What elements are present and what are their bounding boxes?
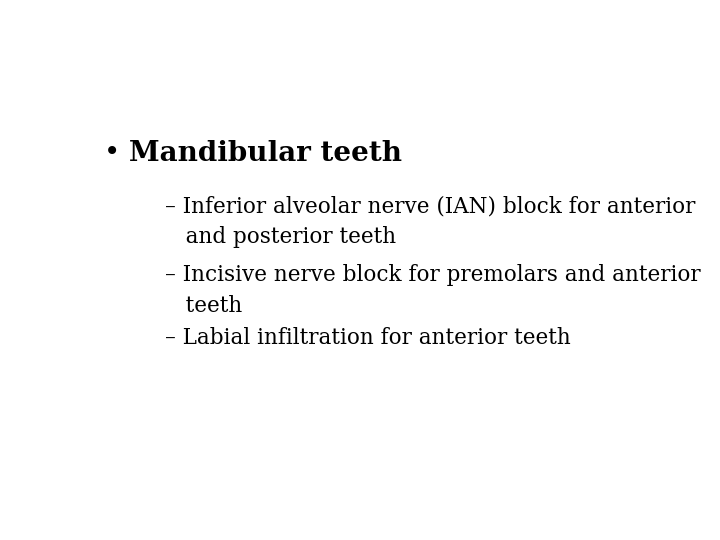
Text: – Incisive nerve block for premolars and anterior
   teeth: – Incisive nerve block for premolars and… [166,265,701,317]
Text: Mandibular teeth: Mandibular teeth [129,140,402,167]
Text: – Inferior alveolar nerve (IAN) block for anterior
   and posterior teeth: – Inferior alveolar nerve (IAN) block fo… [166,196,696,248]
Text: – Labial infiltration for anterior teeth: – Labial infiltration for anterior teeth [166,327,571,349]
Text: •: • [104,140,120,167]
